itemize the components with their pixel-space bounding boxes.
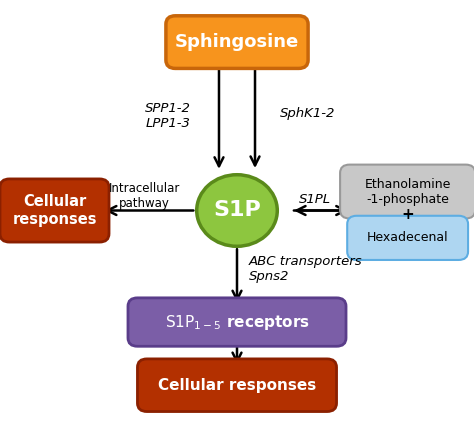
Text: Intracellular
pathway: Intracellular pathway (109, 182, 180, 210)
Text: SphK1-2: SphK1-2 (280, 107, 335, 120)
Text: Sphingosine: Sphingosine (175, 33, 299, 51)
Text: SPP1-2
LPP1-3: SPP1-2 LPP1-3 (146, 102, 191, 130)
Text: $\mathrm{S1P_{1-5}}$ receptors: $\mathrm{S1P_{1-5}}$ receptors (164, 312, 310, 332)
FancyBboxPatch shape (137, 359, 337, 412)
FancyBboxPatch shape (0, 179, 109, 242)
Text: S1P: S1P (213, 200, 261, 221)
Circle shape (197, 175, 277, 246)
Text: +: + (401, 207, 414, 222)
Text: Cellular responses: Cellular responses (158, 378, 316, 393)
Text: S1PL: S1PL (299, 193, 331, 205)
Text: Ethanolamine
-1-phosphate: Ethanolamine -1-phosphate (365, 178, 451, 205)
FancyBboxPatch shape (128, 298, 346, 346)
FancyBboxPatch shape (347, 216, 468, 260)
Text: ABC transporters
Spns2: ABC transporters Spns2 (249, 256, 363, 283)
FancyBboxPatch shape (166, 16, 308, 68)
Text: Cellular
responses: Cellular responses (12, 195, 97, 226)
Text: Hexadecenal: Hexadecenal (367, 232, 448, 244)
FancyBboxPatch shape (340, 165, 474, 218)
